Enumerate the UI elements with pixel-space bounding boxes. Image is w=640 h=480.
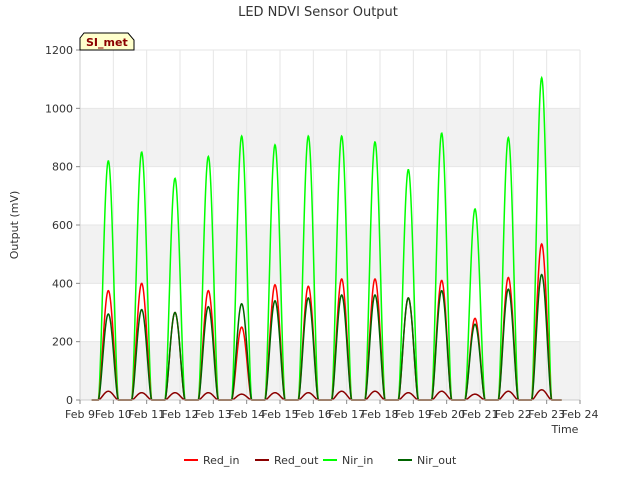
x-tick-label: Feb 15 [262,408,299,421]
chart-title: LED NDVI Sensor Output [238,5,398,20]
y-tick-label: 1000 [45,102,73,115]
x-tick-label: Feb 24 [562,408,599,421]
y-tick-label: 0 [66,394,73,407]
site-tag-box [79,32,135,51]
site-tag: SI_met [79,32,135,51]
legend-label-red-in: Red_in [203,454,239,467]
y-axis-label: Output (mV) [8,191,21,260]
plot-band [80,341,580,400]
y-tick-label: 600 [52,219,73,232]
y-tick-label: 200 [52,336,73,349]
y-tick-label: 1200 [45,44,73,57]
x-tick-label: Feb 20 [428,408,465,421]
legend-label-nir-in: Nir_in [342,454,373,467]
plot-band [80,225,580,284]
plot-area [80,50,580,400]
plot-band [80,166,580,225]
x-tick-label: Feb 13 [195,408,232,421]
x-tick-label: Feb 19 [395,408,432,421]
x-tick-label: Feb 22 [495,408,532,421]
legend-label-red-out: Red_out [274,454,319,467]
x-tick-label: Feb 11 [128,408,165,421]
legend: Red_in Red_out Nir_in Nir_out [184,454,457,467]
legend-label-nir-out: Nir_out [417,454,457,467]
y-tick-label: 400 [52,277,73,290]
y-tick-label: 800 [52,161,73,174]
site-tag-label: SI_met [86,36,128,49]
x-tick-label: Feb 10 [95,408,132,421]
plot-band [80,283,580,342]
x-axis-label: Time [551,423,579,436]
x-tick-label: Feb 23 [528,408,565,421]
x-tick-label: Feb 12 [162,408,199,421]
x-tick-label: Feb 21 [462,408,499,421]
x-tick-label: Feb 16 [295,408,332,421]
plot-band [80,50,580,109]
x-tick-label: Feb 14 [228,408,265,421]
x-tick-label: Feb 17 [328,408,365,421]
plot-band [80,108,580,167]
x-tick-label: Feb 9 [65,408,95,421]
x-tick-label: Feb 18 [362,408,399,421]
